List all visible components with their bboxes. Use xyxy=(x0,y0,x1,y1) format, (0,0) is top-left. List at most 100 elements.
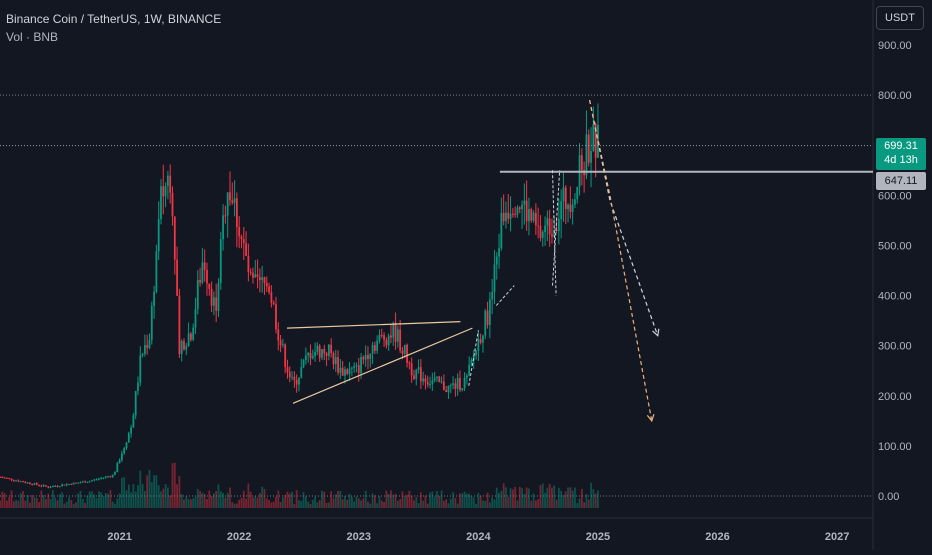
candle-body xyxy=(569,204,572,212)
candle-body xyxy=(302,360,305,367)
volume-bar xyxy=(61,492,63,508)
candle-body xyxy=(97,478,100,480)
volume-bar xyxy=(118,493,121,508)
x-tick-label: 2023 xyxy=(347,531,371,543)
candle-body xyxy=(378,334,381,341)
volume-bar xyxy=(479,495,482,508)
volume-bar xyxy=(0,500,1,508)
candle-body xyxy=(369,353,372,360)
candle-body xyxy=(277,329,280,341)
candle-body xyxy=(346,369,349,375)
volume-bar xyxy=(143,491,146,508)
volume-bar xyxy=(493,499,496,508)
volume-bar xyxy=(557,487,560,508)
candle-body xyxy=(256,274,259,277)
volume-bar xyxy=(153,475,155,508)
y-tick-label: 600.00 xyxy=(878,190,912,202)
candle-body xyxy=(242,239,245,244)
candle-body xyxy=(571,204,574,212)
volume-bar xyxy=(263,488,266,508)
candle-body xyxy=(74,482,77,484)
candle-body xyxy=(360,357,362,374)
volume-bar xyxy=(206,499,208,508)
volume-bar xyxy=(456,503,459,508)
projection-arrowhead xyxy=(646,413,655,423)
projection-path xyxy=(588,100,659,336)
volume-bar xyxy=(178,476,181,508)
candle-body xyxy=(210,288,213,306)
volume-bar xyxy=(383,502,385,508)
volume-bar xyxy=(240,497,243,508)
candle-body xyxy=(153,291,155,307)
candle-body xyxy=(291,376,293,378)
volume-bar xyxy=(367,501,369,508)
volume-bar xyxy=(346,499,349,508)
candle-body xyxy=(88,481,91,483)
volume-bar xyxy=(507,497,510,508)
candle-body xyxy=(339,367,342,373)
volume-bar xyxy=(28,502,31,508)
volume-bar xyxy=(215,490,218,508)
candle-body xyxy=(123,448,126,454)
volume-bar xyxy=(95,498,98,508)
candle-body xyxy=(3,477,6,479)
volume-bar xyxy=(438,495,441,508)
candle-body xyxy=(49,487,52,489)
volume-bar xyxy=(35,497,38,508)
volume-bar xyxy=(68,497,70,508)
candle-body xyxy=(5,477,8,479)
candle-body xyxy=(109,476,112,478)
volume-bar xyxy=(553,485,556,508)
candle-body xyxy=(240,236,243,240)
volume-bar xyxy=(592,489,595,508)
volume-bar xyxy=(528,488,530,508)
volume-bar xyxy=(348,493,351,508)
volume-bar xyxy=(401,491,404,508)
candle-body xyxy=(505,212,507,222)
candle-body xyxy=(42,485,45,487)
currency-button[interactable]: USDT xyxy=(876,6,924,30)
volume-bar xyxy=(24,500,27,508)
volume-bar xyxy=(314,496,316,508)
volume-bar xyxy=(17,500,20,508)
candle-body xyxy=(332,353,335,365)
candle-body xyxy=(479,339,482,343)
triangle-trendline xyxy=(292,327,473,404)
candle-body xyxy=(551,234,553,237)
volume-bar xyxy=(155,475,158,508)
volume-bar xyxy=(403,496,406,508)
candle-body xyxy=(424,378,427,382)
volume-bar xyxy=(160,491,162,508)
candle-body xyxy=(72,482,75,485)
volume-bar xyxy=(431,491,434,508)
volume-bar xyxy=(408,490,411,508)
candle-body xyxy=(309,352,312,359)
candle-body xyxy=(532,212,535,221)
volume-bar xyxy=(270,502,273,508)
candle-body xyxy=(553,229,556,237)
volume-bar xyxy=(417,503,420,508)
candle-body xyxy=(472,355,475,360)
candle-body xyxy=(118,460,121,464)
x-tick-label: 2021 xyxy=(107,531,131,543)
candle-body xyxy=(592,124,595,152)
volume-bar xyxy=(56,500,59,508)
volume-bar xyxy=(19,493,22,508)
volume-bar xyxy=(72,503,75,508)
volume-bar xyxy=(567,487,569,508)
volume-bar xyxy=(252,497,254,508)
candle-body xyxy=(465,375,468,378)
volume-bar xyxy=(180,494,183,508)
volume-bar xyxy=(196,488,199,508)
candle-body xyxy=(300,366,303,378)
last-price-value: 699.31 xyxy=(884,140,918,152)
volume-bar xyxy=(210,496,213,508)
volume-bar xyxy=(355,496,358,508)
volume-bar xyxy=(242,490,245,508)
volume-bar xyxy=(396,500,399,508)
candle-body xyxy=(373,345,376,351)
candle-body xyxy=(31,483,34,485)
volume-bar xyxy=(40,490,43,508)
